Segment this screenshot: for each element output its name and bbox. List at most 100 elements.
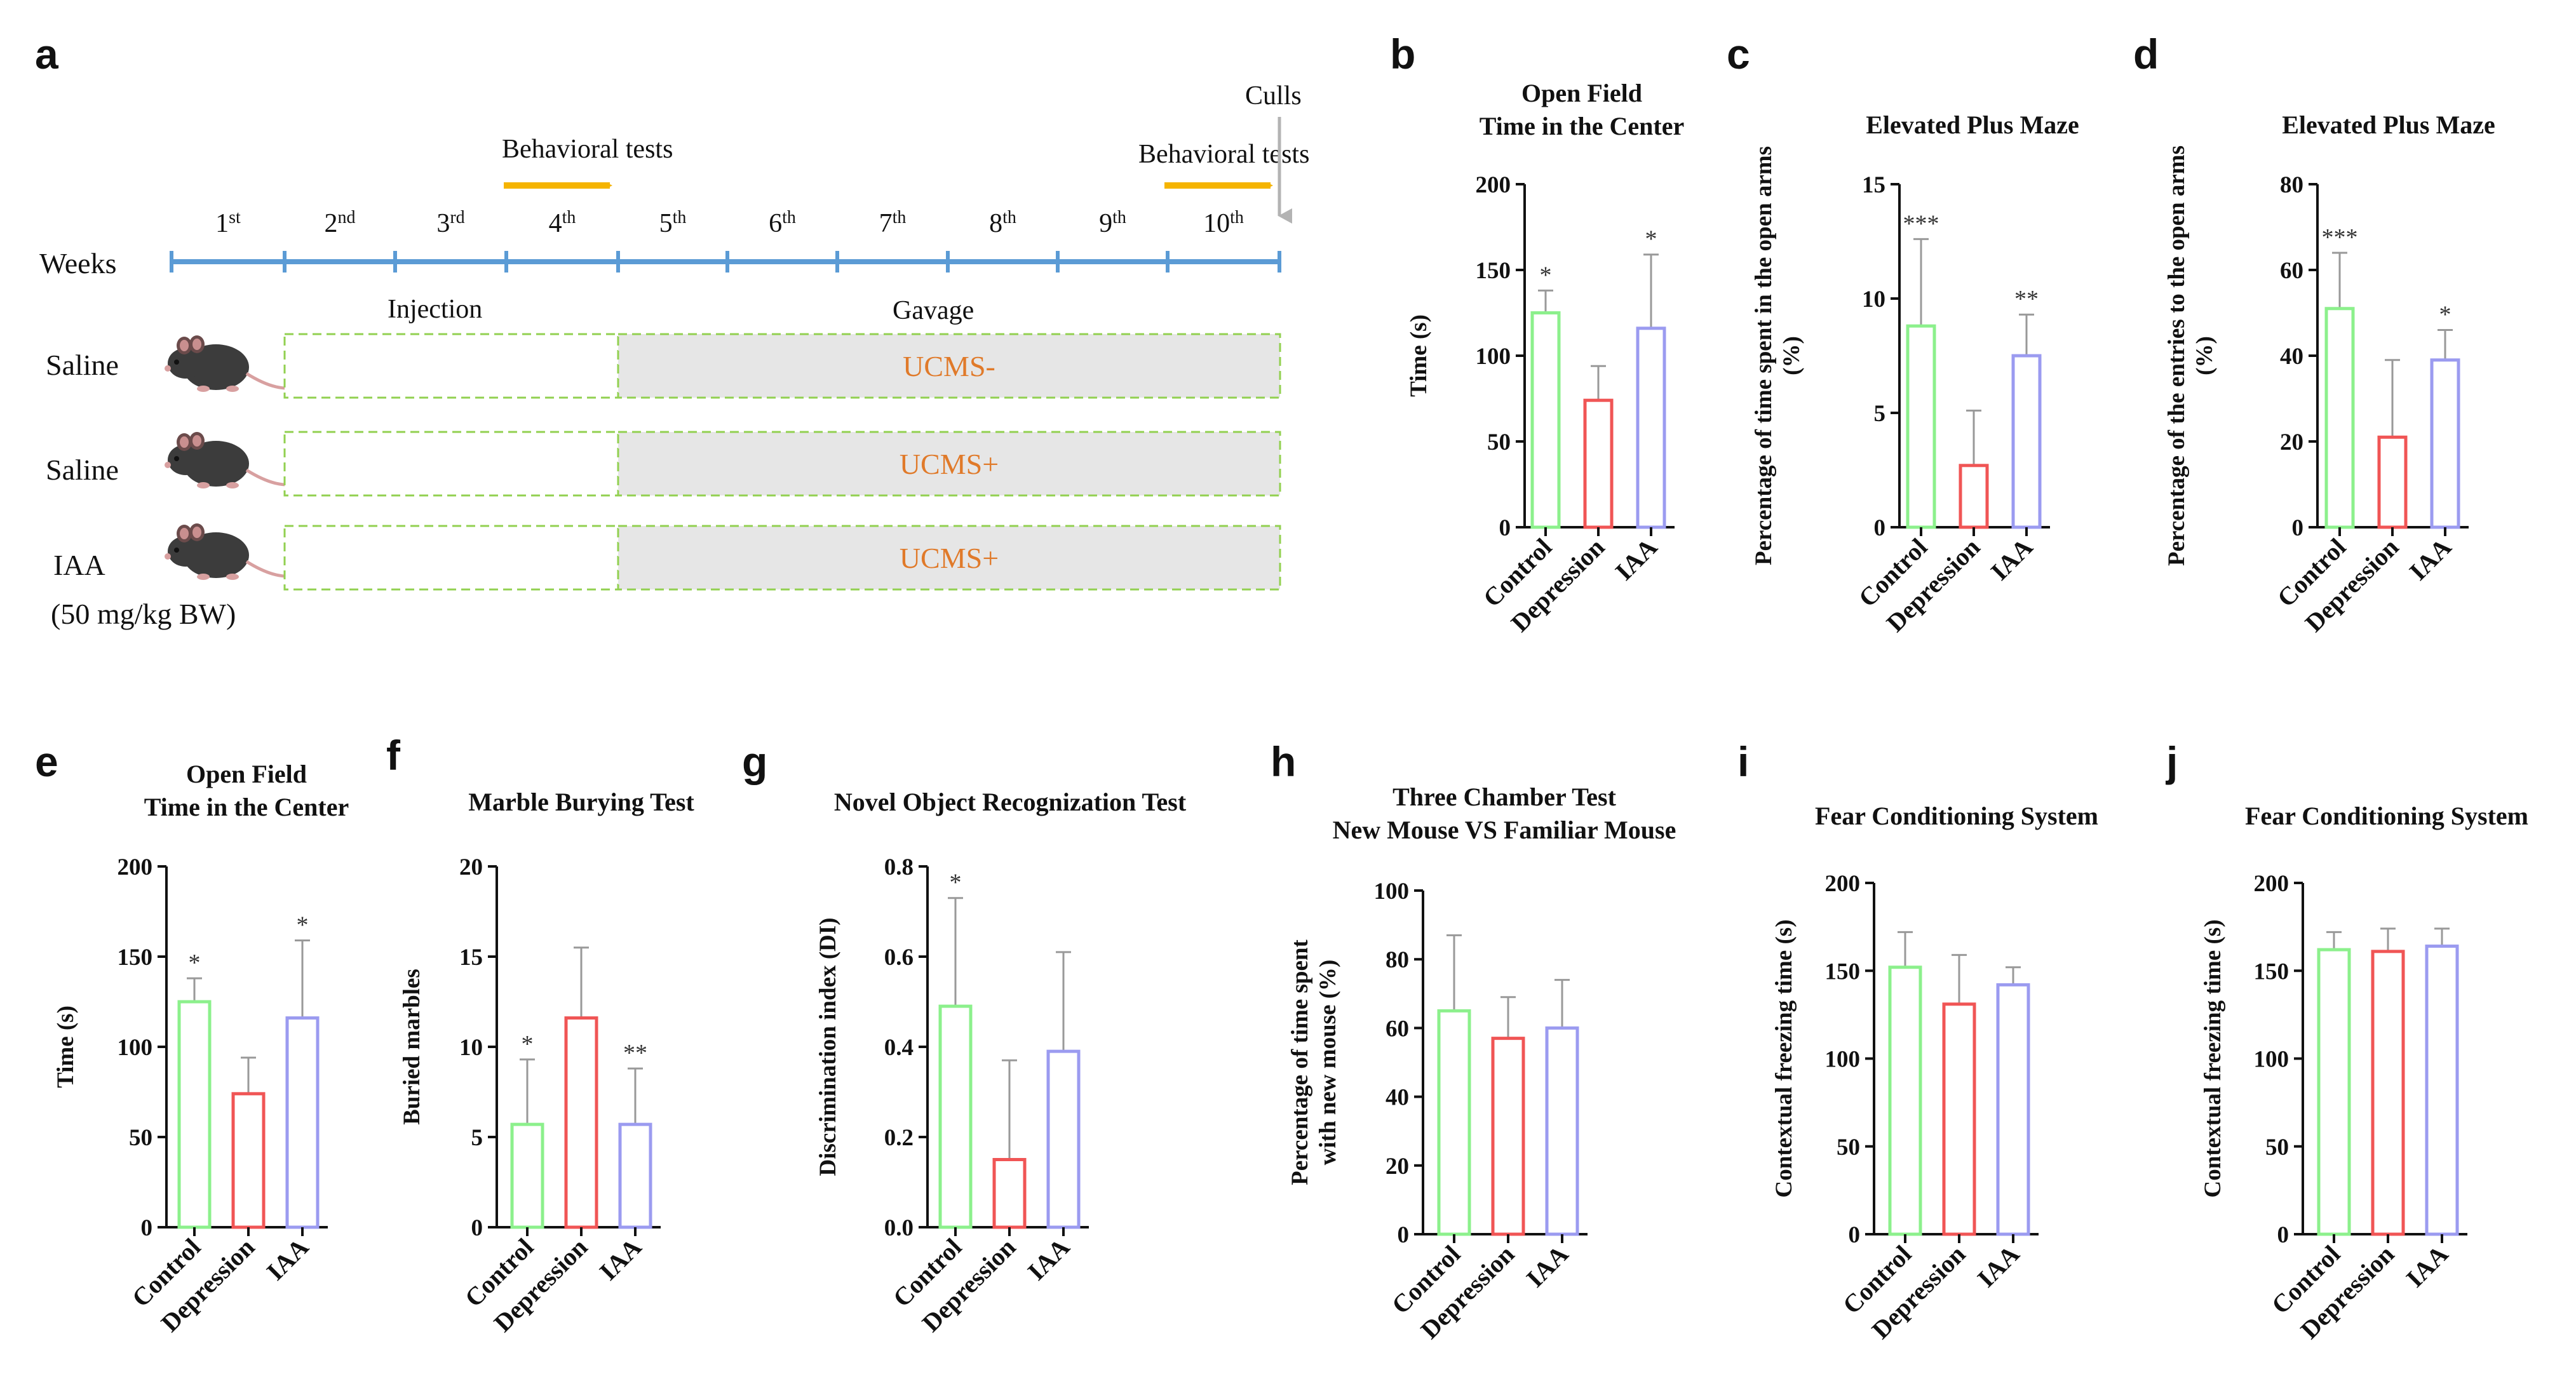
chart-panel-d: d Elevated Plus Maze Percentage of the ent… [2133,30,2495,637]
bar-iaa [1046,1049,1081,1229]
chart-title: Novel Object Recognization Test [834,788,1187,816]
y-tick-label: 60 [2280,258,2303,284]
ucms-label: UCMS- [903,350,995,382]
significance-marker: * [522,1031,534,1058]
bar-control [1906,324,1936,529]
week-number: 10 [1203,209,1230,238]
group-label: Saline [46,349,119,381]
category-label: IAA [1022,1232,1076,1286]
week-suffix: th [893,208,907,227]
chart-title: Three Chamber Test [1393,783,1617,811]
y-tick-label: 200 [1825,871,1861,897]
week-suffix: th [1112,208,1126,227]
y-axis-label: Percentage of the entries to the open ar… [2164,145,2190,566]
y-tick-label: 50 [1837,1134,1860,1161]
y-tick-label: 0.4 [884,1035,914,1061]
chart-title: Open Field [1521,79,1642,107]
chart-panel-c: c Elevated Plus Maze Percentage of time sp… [1727,30,2079,637]
panel-letter-j: j [2165,738,2178,785]
y-tick-label: 0 [1398,1222,1410,1248]
y-tick-label: 40 [2280,344,2303,370]
chart-panel-j: j Fear Conditioning System Contextual free… [2165,738,2528,1344]
y-tick-label: 0 [1849,1222,1861,1248]
chart-panel-f: f Marble Burying Test Buried marbles 0 5 10 15… [386,732,694,1337]
injection-box [283,333,619,399]
y-tick-label: 0 [2292,515,2304,541]
panel-letter-g: g [742,738,767,785]
week-suffix: th [1002,208,1016,227]
bar-depression [1959,464,1989,529]
significance-marker: ** [623,1040,647,1067]
week-number: 9 [1099,209,1112,238]
group-label: IAA [53,549,105,581]
significance-marker: * [1540,262,1552,288]
y-axis-label: Discrimination index (DI) [815,918,841,1176]
y-tick-label: 0 [141,1215,153,1241]
panel-letter-b: b [1390,30,1415,77]
week-suffix: th [1230,208,1244,227]
group-label: Saline [46,454,119,486]
y-tick-label: 50 [1487,429,1511,455]
week-label: 7th [879,208,907,238]
y-tick-label: 40 [1386,1085,1409,1111]
group-sublabel: (50 mg/kg BW) [51,598,236,630]
week-label: 5th [659,208,687,238]
y-tick-label: 5 [1874,401,1886,427]
y-tick-label: 100 [1374,878,1410,905]
y-tick-label: 0.2 [884,1125,914,1151]
category-label: IAA [2404,532,2457,586]
panel-letter-f: f [386,732,401,779]
week-label: 8th [989,208,1016,238]
y-axis-label: (%) [2192,336,2218,375]
significance-marker: *** [1903,210,1939,237]
y-tick-label: 0.6 [884,945,914,971]
y-axis-label: with new mouse (%) [1315,960,1341,1166]
bar-depression [2371,950,2405,1236]
y-tick-label: 20 [2280,429,2303,455]
panel-letter-e: e [35,738,58,785]
panel-letter-h: h [1271,738,1296,785]
panel-letter-d: d [2133,30,2159,77]
week-suffix: th [782,208,796,227]
injection-label: Injection [388,295,482,324]
timeline-panel: a Weeks 1st 2nd 3rd 4th 5th 6th 7th 8th 9th 10th … [35,30,1309,630]
panel-letter-a: a [35,30,59,77]
chart-title: Elevated Plus Maze [2282,111,2495,139]
chart-title: Time in the Center [144,793,349,821]
week-label: 4th [549,208,576,238]
chart-title: Time in the Center [1480,112,1685,140]
group-row-2: Saline UCMS+ [46,431,1281,497]
week-labels: 1st 2nd 3rd 4th 5th 6th 7th 8th 9th 10th [215,208,1244,238]
y-tick-label: 80 [1386,947,1409,973]
ucms-label: UCMS+ [900,542,999,574]
culls-label: Culls [1245,81,1302,111]
significance-marker: * [297,912,309,938]
panel-letter-c: c [1727,30,1750,77]
y-axis-label: Time (s) [1406,314,1432,397]
week-number: 1 [215,209,229,238]
week-label: 10th [1203,208,1244,238]
bar-control [177,1000,212,1229]
y-tick-label: 200 [2254,871,2289,897]
week-label: 2nd [325,208,356,238]
y-tick-label: 150 [2254,959,2289,985]
y-axis-label: Percentage of time spent in the open arm… [1751,146,1777,565]
y-tick-label: 0.0 [884,1215,914,1241]
injection-box [283,431,619,497]
bar-iaa [618,1122,652,1229]
week-suffix: th [562,208,576,227]
bar-control [1437,1009,1471,1236]
y-tick-label: 50 [2265,1134,2289,1161]
bar-iaa [1996,983,2030,1236]
y-tick-label: 100 [1825,1047,1861,1073]
gavage-box [617,525,1281,591]
significance-marker: * [950,870,962,896]
gavage-box [617,333,1281,399]
y-tick-label: 150 [118,945,153,971]
y-tick-label: 50 [129,1125,152,1151]
bar-iaa [1545,1026,1579,1236]
y-tick-label: 80 [2280,172,2303,198]
bar-depression [2377,435,2408,529]
